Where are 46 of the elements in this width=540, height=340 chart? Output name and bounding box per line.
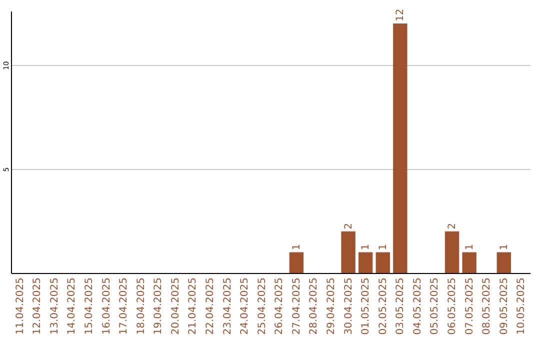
x-tick-label: 16.04.2025 [101, 278, 112, 335]
data-label: 2 [343, 223, 354, 230]
data-label: 1 [498, 244, 510, 250]
x-tick-label: 25.04.2025 [256, 278, 268, 335]
data-label: 12 [395, 8, 406, 22]
x-tick-label: 22.04.2025 [204, 278, 216, 335]
x-tick-label: 27.04.2025 [291, 278, 302, 335]
x-tick-label: 09.05.2025 [498, 278, 510, 335]
data-label: 1 [291, 244, 302, 250]
bar [358, 252, 373, 273]
bar [462, 252, 476, 273]
x-tick-label: 28.04.2025 [308, 278, 320, 335]
x-tick-label: 23.04.2025 [222, 278, 234, 335]
x-tick-label: 24.04.2025 [240, 278, 251, 335]
x-tick-label: 19.04.2025 [153, 278, 164, 335]
bar [444, 231, 460, 273]
bar [393, 23, 408, 273]
data-label: 1 [360, 244, 372, 250]
x-tick-label: 08.05.2025 [482, 278, 493, 335]
data-label: 2 [447, 223, 458, 230]
x-tick-label: 26.04.2025 [274, 278, 286, 335]
data-label: 1 [464, 244, 476, 250]
bar [496, 252, 511, 273]
x-tick-label: 10.05.2025 [516, 278, 528, 335]
x-tick-label: 06.05.2025 [447, 278, 458, 335]
x-tick-label: 29.04.2025 [326, 278, 338, 335]
x-tick-label: 11.04.2025 [14, 278, 26, 335]
bar [289, 252, 304, 273]
x-tick-label: 15.04.2025 [84, 278, 95, 335]
x-tick-label: 30.04.2025 [343, 278, 354, 335]
bar [341, 231, 356, 273]
x-tick-label: 05.05.2025 [430, 278, 441, 335]
x-tick-label: 18.04.2025 [136, 278, 147, 335]
x-tick-label: 20.04.2025 [170, 278, 182, 335]
x-tick-label: 07.05.2025 [464, 278, 476, 335]
x-tick-label: 01.05.2025 [360, 278, 372, 335]
x-tick-label: 21.04.2025 [188, 278, 199, 335]
x-tick-label: 14.04.2025 [66, 278, 78, 335]
data-label: 1 [378, 244, 389, 250]
x-tick-label: 03.05.2025 [395, 278, 406, 335]
x-tick-label: 12.04.2025 [32, 278, 44, 335]
bar [376, 252, 390, 273]
x-tick-label: 02.05.2025 [378, 278, 389, 335]
x-tick-label: 04.05.2025 [412, 278, 424, 335]
x-tick-label: 17.04.2025 [118, 278, 130, 335]
x-tick-label: 13.04.2025 [49, 278, 60, 335]
